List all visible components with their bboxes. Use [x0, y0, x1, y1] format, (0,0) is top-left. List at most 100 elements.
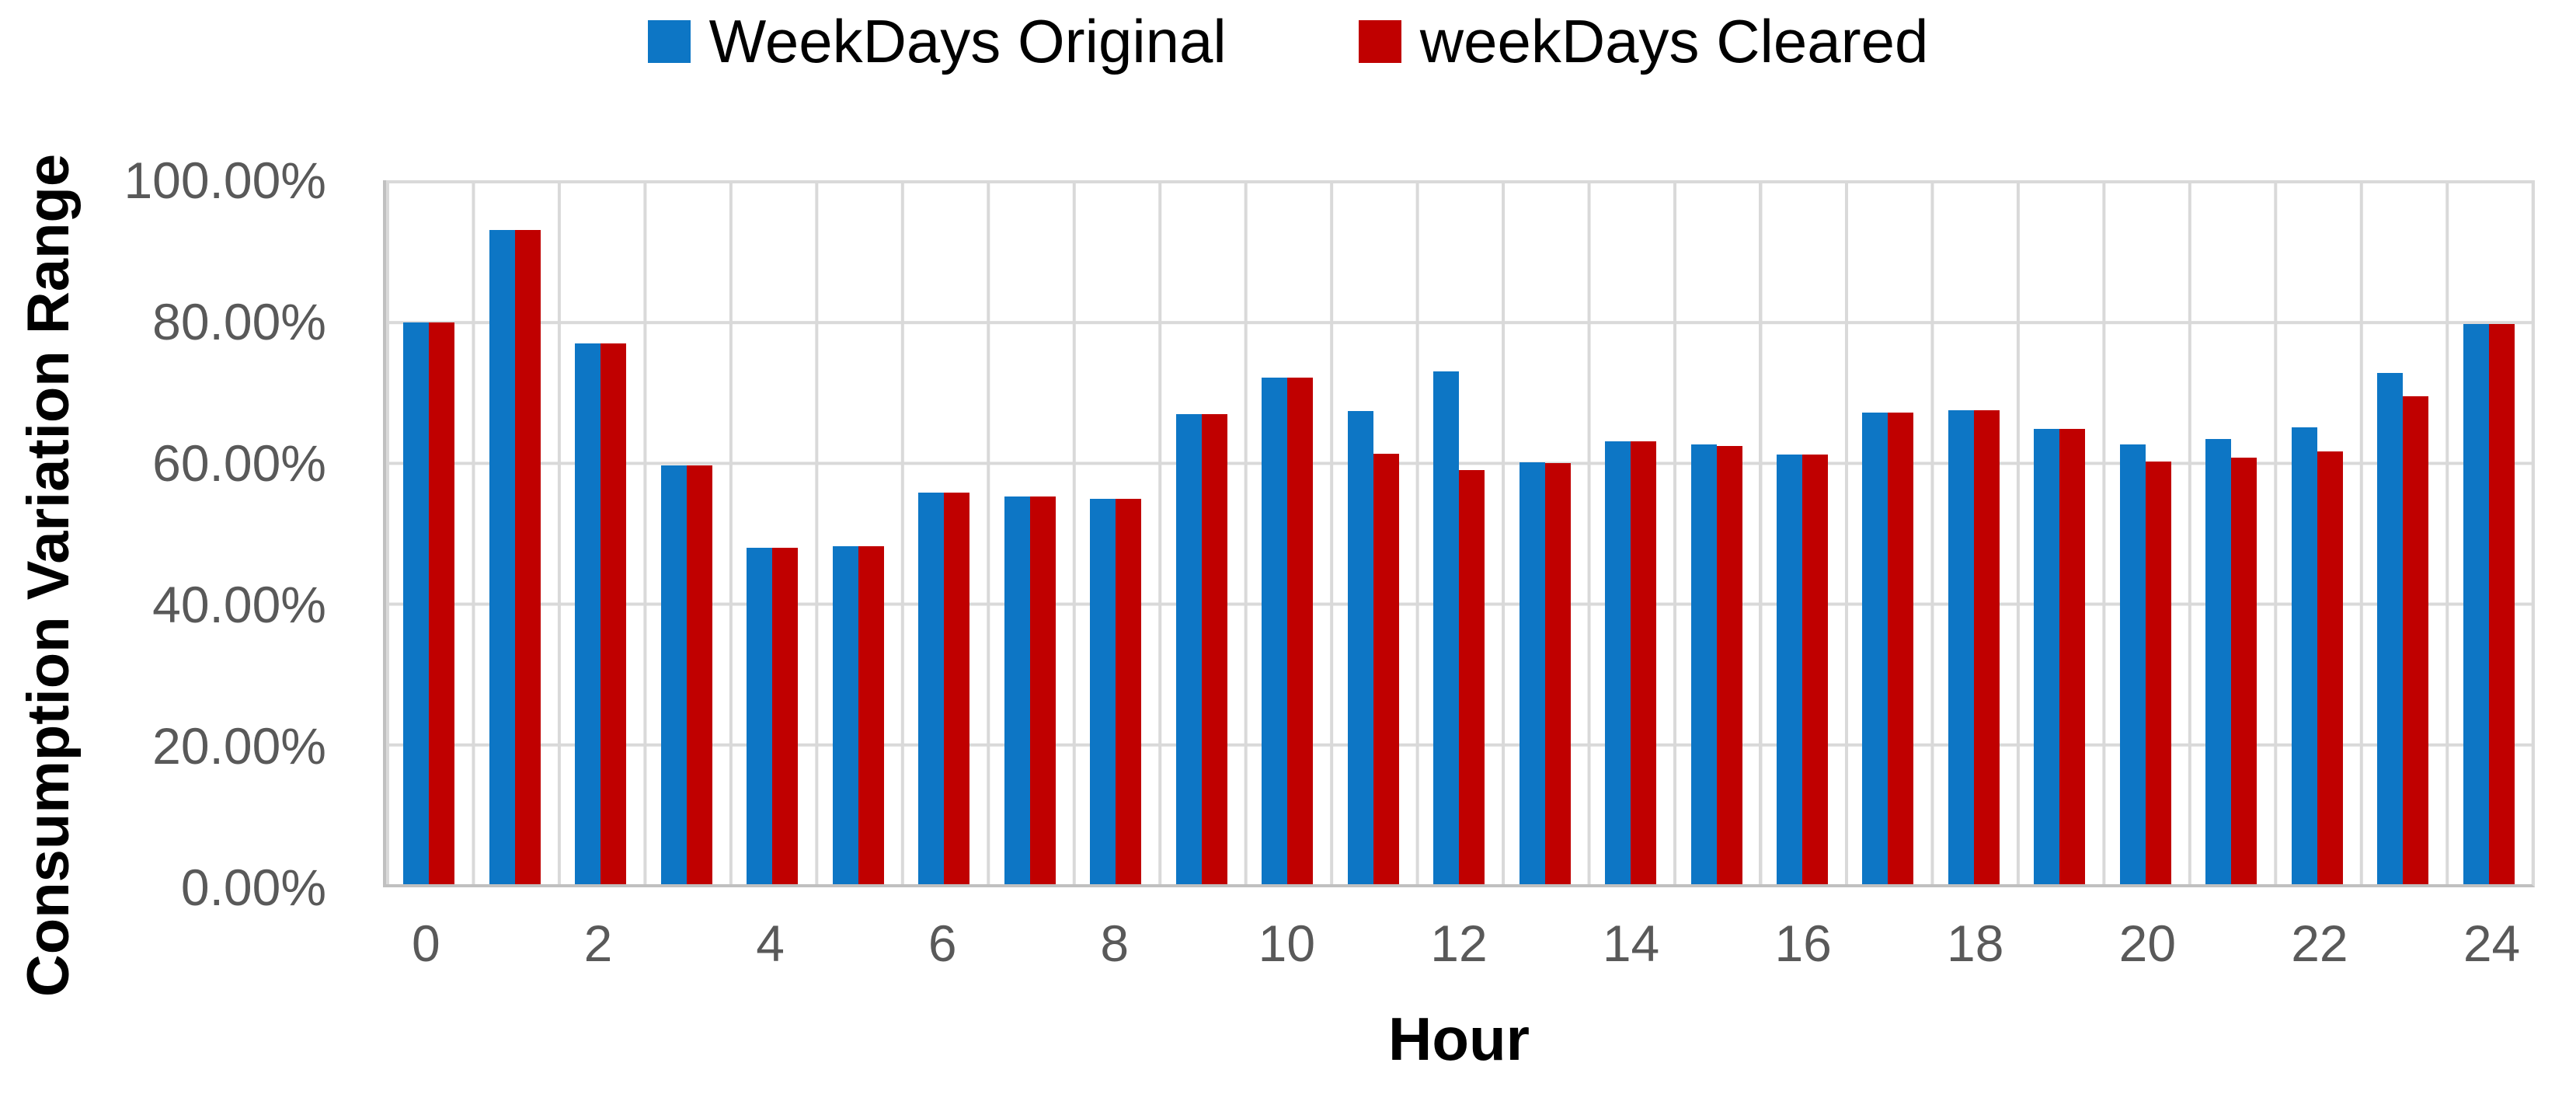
x-tick-label-17 — [1847, 911, 1933, 976]
category-hour-12 — [1416, 180, 1502, 884]
bar-weekdays-original-hour-21 — [2205, 439, 2232, 884]
category-hour-10 — [1244, 180, 1330, 884]
category-hour-2 — [558, 180, 643, 884]
bar-weekdays-original-hour-16 — [1776, 455, 1802, 884]
x-tick-label-24: 24 — [2463, 915, 2521, 972]
category-hour-13 — [1502, 180, 1587, 884]
category-hour-18 — [1931, 180, 2017, 884]
bar-weekdays-cleared-hour-11 — [1373, 454, 1399, 884]
x-tick-label-16: 16 — [1774, 915, 1832, 972]
x-axis-title: Hour — [1388, 1005, 1530, 1073]
x-tick-label-19 — [2018, 911, 2104, 976]
y-tick-label: 100.00% — [124, 152, 326, 209]
bar-weekdays-original-hour-24 — [2463, 323, 2489, 884]
plot-area — [383, 180, 2535, 887]
bar-weekdays-cleared-hour-24 — [2488, 323, 2515, 884]
category-hour-3 — [643, 180, 729, 884]
category-hour-0 — [386, 180, 472, 884]
x-tick-label-23 — [2362, 911, 2449, 976]
bar-weekdays-cleared-hour-22 — [2317, 451, 2343, 884]
bar-weekdays-original-hour-22 — [2291, 427, 2317, 884]
legend-swatch-weekdays-cleared — [1358, 19, 1401, 63]
x-tick-label-12: 12 — [1430, 915, 1488, 972]
category-hour-8 — [1073, 180, 1158, 884]
category-hour-4 — [729, 180, 815, 884]
bar-weekdays-cleared-hour-21 — [2231, 457, 2257, 884]
category-hour-9 — [1158, 180, 1244, 884]
x-tick-label-13 — [1502, 911, 1588, 976]
category-hour-7 — [987, 180, 1072, 884]
x-tick-label-10: 10 — [1258, 915, 1316, 972]
x-tick-label-21 — [2191, 911, 2277, 976]
bar-weekdays-original-hour-1 — [489, 230, 515, 884]
bar-weekdays-original-hour-6 — [918, 493, 945, 884]
legend-item-weekdays-original: WeekDays Original — [647, 7, 1227, 75]
x-tick-label-4: 4 — [756, 915, 785, 972]
x-tick-label-2: 2 — [583, 915, 613, 972]
y-tick-label: 60.00% — [152, 434, 326, 492]
x-tick-label-11 — [1330, 911, 1416, 976]
bar-weekdays-cleared-hour-14 — [1631, 441, 1657, 884]
x-tick-label-9 — [1157, 911, 1244, 976]
bar-weekdays-cleared-hour-4 — [772, 547, 799, 884]
x-tick-label-3 — [641, 911, 727, 976]
bar-weekdays-original-hour-7 — [1004, 496, 1030, 884]
x-tick-label-7 — [986, 911, 1072, 976]
bar-weekdays-original-hour-15 — [1690, 444, 1717, 884]
bar-weekdays-cleared-hour-23 — [2403, 396, 2429, 884]
bar-weekdays-original-hour-3 — [660, 465, 687, 884]
bars-area — [386, 180, 2532, 884]
legend-label-weekdays-cleared: weekDays Cleared — [1419, 7, 1929, 75]
legend: WeekDays Original weekDays Cleared — [0, 11, 2576, 71]
y-tick-label: 20.00% — [152, 717, 326, 775]
legend-swatch-weekdays-original — [647, 19, 691, 63]
category-hour-19 — [2017, 180, 2102, 884]
bar-weekdays-cleared-hour-7 — [1029, 496, 1056, 884]
x-tick-label-20: 20 — [2118, 915, 2177, 972]
bar-weekdays-original-hour-10 — [1262, 377, 1288, 884]
category-hour-20 — [2103, 180, 2188, 884]
x-tick-label-1 — [469, 911, 555, 976]
category-hour-16 — [1760, 180, 1845, 884]
bar-weekdays-original-hour-18 — [1948, 410, 1974, 884]
category-hour-24 — [2446, 180, 2532, 884]
category-hour-6 — [901, 180, 987, 884]
bar-weekdays-original-hour-23 — [2377, 373, 2404, 884]
bar-weekdays-cleared-hour-0 — [429, 322, 455, 884]
category-hour-1 — [472, 180, 557, 884]
bar-weekdays-original-hour-8 — [1090, 499, 1116, 884]
y-axis-tick-labels: 100.00% 80.00% 60.00% 40.00% 20.00% 0.00% — [0, 155, 326, 913]
category-hour-23 — [2360, 180, 2445, 884]
bar-weekdays-original-hour-19 — [2034, 428, 2060, 884]
bar-weekdays-cleared-hour-6 — [944, 493, 970, 884]
bar-weekdays-original-hour-5 — [832, 546, 858, 884]
category-hour-15 — [1673, 180, 1759, 884]
category-hour-5 — [815, 180, 900, 884]
legend-label-weekdays-original: WeekDays Original — [708, 7, 1227, 75]
category-hour-11 — [1330, 180, 1415, 884]
bar-weekdays-original-hour-13 — [1519, 462, 1545, 884]
bar-weekdays-cleared-hour-3 — [686, 465, 712, 884]
bar-weekdays-original-hour-9 — [1175, 413, 1202, 884]
bar-weekdays-cleared-hour-5 — [858, 546, 884, 884]
category-hour-22 — [2275, 180, 2360, 884]
bar-weekdays-cleared-hour-17 — [1888, 412, 1914, 884]
bar-weekdays-cleared-hour-12 — [1459, 470, 1485, 884]
category-hour-21 — [2188, 180, 2274, 884]
bar-weekdays-cleared-hour-19 — [2059, 428, 2086, 884]
bar-weekdays-original-hour-17 — [1862, 412, 1888, 884]
x-tick-label-15 — [1674, 911, 1760, 976]
bar-weekdays-cleared-hour-18 — [1973, 410, 2000, 884]
category-hour-17 — [1845, 180, 1930, 884]
y-tick-label: 40.00% — [152, 576, 326, 633]
x-tick-label-22: 22 — [2291, 915, 2348, 972]
x-axis-tick-labels: 0 2 4 6 8 10 12 14 16 18 20 22 24 — [383, 911, 2535, 976]
bar-weekdays-original-hour-2 — [575, 343, 601, 884]
bar-weekdays-original-hour-12 — [1433, 371, 1460, 884]
bar-weekdays-cleared-hour-9 — [1201, 413, 1227, 884]
bar-weekdays-original-hour-11 — [1347, 411, 1373, 884]
y-tick-label: 80.00% — [152, 293, 326, 350]
legend-item-weekdays-cleared: weekDays Cleared — [1358, 7, 1929, 75]
bar-weekdays-original-hour-0 — [403, 322, 430, 884]
